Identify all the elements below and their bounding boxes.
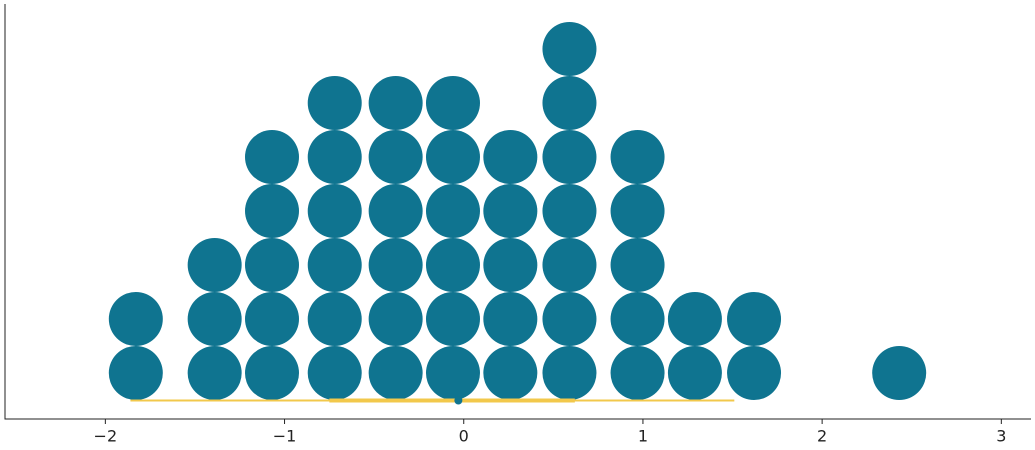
dot (483, 346, 538, 400)
dot (610, 292, 665, 346)
dot (368, 238, 423, 292)
dot (307, 238, 362, 292)
dot (307, 130, 362, 184)
dot (187, 238, 242, 292)
x-tick-label: 0 (459, 427, 469, 446)
dot (368, 292, 423, 346)
dot (667, 292, 722, 346)
dot (542, 346, 597, 400)
dot (368, 184, 423, 238)
dot (542, 22, 597, 76)
dot (187, 346, 242, 400)
dot (542, 130, 597, 184)
dot (483, 292, 538, 346)
dot (108, 292, 163, 346)
dot (307, 76, 362, 130)
dot (542, 238, 597, 292)
dot (483, 238, 538, 292)
dot (368, 76, 423, 130)
dot (425, 76, 480, 130)
dot (542, 184, 597, 238)
dot (245, 238, 300, 292)
dot (542, 76, 597, 130)
dot (425, 238, 480, 292)
dot (425, 292, 480, 346)
dot (245, 184, 300, 238)
dot (108, 346, 163, 400)
dot (368, 130, 423, 184)
dot (727, 292, 782, 346)
dot (610, 130, 665, 184)
x-tick-label: 1 (638, 427, 648, 446)
dot (368, 346, 423, 400)
dot (483, 130, 538, 184)
dot (483, 184, 538, 238)
dot (245, 292, 300, 346)
x-tick-label: −2 (94, 427, 118, 446)
x-tick-label: 3 (996, 427, 1006, 446)
dot (245, 346, 300, 400)
point-estimate (454, 396, 463, 405)
x-tick-label: 2 (817, 427, 827, 446)
dot (727, 346, 782, 400)
dot (610, 184, 665, 238)
dot (425, 130, 480, 184)
dot (307, 292, 362, 346)
dot (610, 238, 665, 292)
dot (542, 292, 597, 346)
dot (872, 346, 927, 400)
dot (307, 184, 362, 238)
dot (425, 346, 480, 400)
dot (187, 292, 242, 346)
dot (307, 346, 362, 400)
dot (610, 346, 665, 400)
x-tick-label: −1 (273, 427, 297, 446)
dot (425, 184, 480, 238)
dot (667, 346, 722, 400)
dot (245, 130, 300, 184)
